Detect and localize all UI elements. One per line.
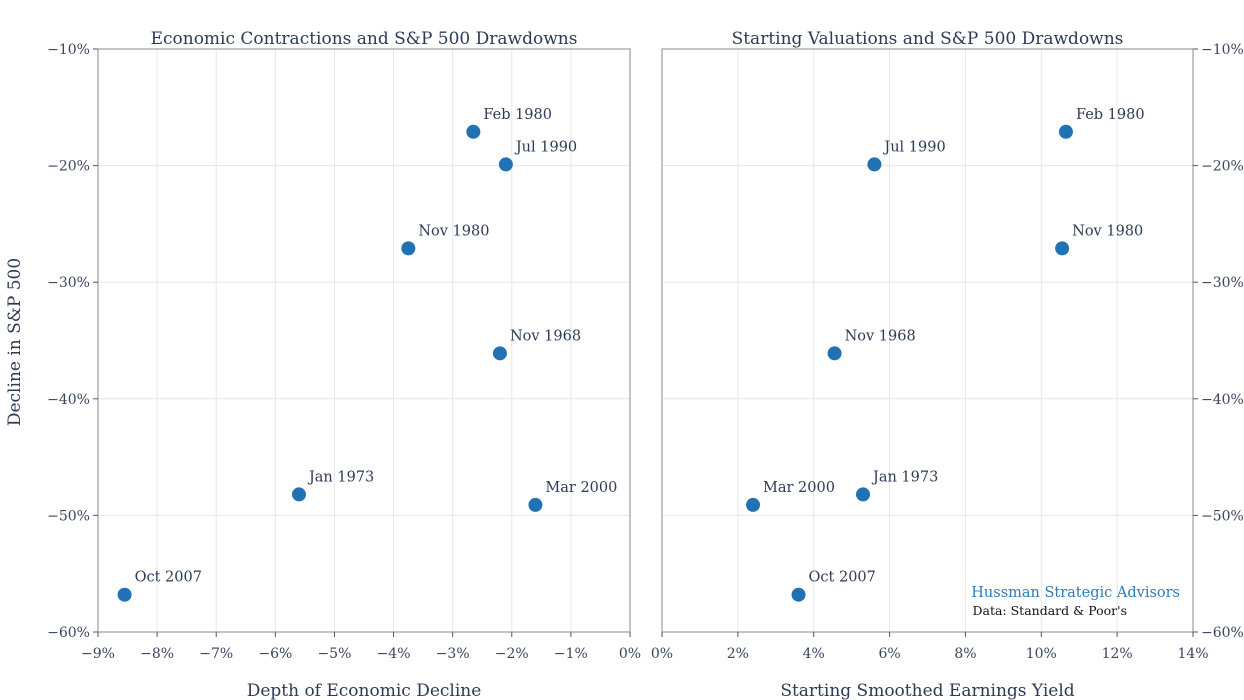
right-x-tick-label: 12%	[1102, 646, 1133, 662]
right-point-label-jan-1973: Jan 1973	[871, 469, 938, 485]
right-point-mar-2000	[746, 497, 761, 512]
left-point-jul-1990	[498, 157, 513, 172]
brand-label: Hussman Strategic Advisors	[971, 585, 1180, 601]
left-x-tick-label: 0%	[619, 646, 641, 662]
right-point-nov-1968	[827, 346, 842, 361]
left-x-tick-label: −6%	[258, 646, 292, 662]
right-point-label-nov-1968: Nov 1968	[845, 328, 916, 344]
right-y-tick-label: −10%	[1201, 42, 1244, 58]
left-y-tick-label: −60%	[47, 625, 90, 641]
right-point-label-feb-1980: Feb 1980	[1076, 107, 1145, 123]
right-y-tick-label: −30%	[1201, 275, 1244, 291]
left-y-tick-label: −40%	[47, 392, 90, 408]
left-chart-title: Economic Contractions and S&P 500 Drawdo…	[151, 29, 578, 49]
source-label: Data: Standard & Poor's	[972, 603, 1127, 618]
right-x-tick-label: 4%	[803, 646, 825, 662]
left-point-label-jan-1973: Jan 1973	[307, 469, 374, 485]
right-x-tick-label: 14%	[1177, 646, 1208, 662]
left-point-oct-2007	[117, 587, 132, 602]
left-y-tick-label: −10%	[47, 42, 90, 58]
right-chart-title: Starting Valuations and S&P 500 Drawdown…	[732, 29, 1124, 49]
panel-economic-contractions: −9% −8% −7% −6% −5% −4% −3% −2% −1% 0% −10% −20% −30…	[47, 29, 641, 700]
left-point-jan-1973	[291, 487, 306, 502]
right-point-oct-2007	[791, 587, 806, 602]
left-x-tick-label: −7%	[199, 646, 233, 662]
left-point-nov-1968	[492, 346, 507, 361]
right-x-axis-label: Starting Smoothed Earnings Yield	[780, 681, 1074, 700]
right-x-tick-label: 10%	[1026, 646, 1057, 662]
left-y-tick-label: −20%	[47, 159, 90, 175]
right-point-label-mar-2000: Mar 2000	[763, 480, 835, 496]
right-point-label-nov-1980: Nov 1980	[1072, 223, 1143, 239]
left-point-label-feb-1980: Feb 1980	[483, 107, 552, 123]
left-point-feb-1980	[466, 124, 481, 139]
left-x-tick-label: −5%	[317, 646, 351, 662]
left-point-nov-1980	[401, 241, 416, 256]
left-point-label-nov-1980: Nov 1980	[418, 223, 489, 239]
left-x-tick-label: −1%	[554, 646, 588, 662]
left-y-tick-label: −50%	[47, 508, 90, 524]
panel-starting-valuations: 0% 2% 4% 6% 8% 10% 12% 14% −10% −20% −30% −40% −50% −…	[651, 29, 1244, 700]
right-y-tick-label: −40%	[1201, 392, 1244, 408]
left-point-label-nov-1968: Nov 1968	[510, 328, 581, 344]
right-x-tick-label: 2%	[727, 646, 749, 662]
right-point-nov-1980	[1055, 241, 1070, 256]
y-axis-label: Decline in S&P 500	[5, 258, 25, 426]
left-x-tick-label: −4%	[377, 646, 411, 662]
right-x-tick-label: 8%	[954, 646, 976, 662]
right-y-tick-label: −20%	[1201, 159, 1244, 175]
left-x-tick-label: −9%	[81, 646, 115, 662]
right-x-tick-label: 6%	[878, 646, 900, 662]
left-x-axis-label: Depth of Economic Decline	[247, 681, 482, 700]
right-point-label-jul-1990: Jul 1990	[882, 139, 945, 155]
left-point-label-oct-2007: Oct 2007	[135, 570, 202, 586]
right-point-jan-1973	[856, 487, 871, 502]
right-y-tick-label: −50%	[1201, 508, 1244, 524]
right-x-tick-label: 0%	[651, 646, 673, 662]
right-point-label-oct-2007: Oct 2007	[809, 570, 876, 586]
left-x-tick-label: −3%	[436, 646, 470, 662]
left-point-label-jul-1990: Jul 1990	[514, 139, 577, 155]
left-point-label-mar-2000: Mar 2000	[545, 480, 617, 496]
left-x-tick-label: −8%	[140, 646, 174, 662]
right-plot-frame	[661, 48, 1194, 633]
left-point-mar-2000	[528, 497, 543, 512]
right-y-tick-label: −60%	[1201, 625, 1244, 641]
left-x-tick-label: −2%	[495, 646, 529, 662]
right-point-jul-1990	[867, 157, 882, 172]
right-point-feb-1980	[1058, 124, 1073, 139]
left-y-tick-label: −30%	[47, 275, 90, 291]
left-plot-frame	[97, 48, 631, 633]
